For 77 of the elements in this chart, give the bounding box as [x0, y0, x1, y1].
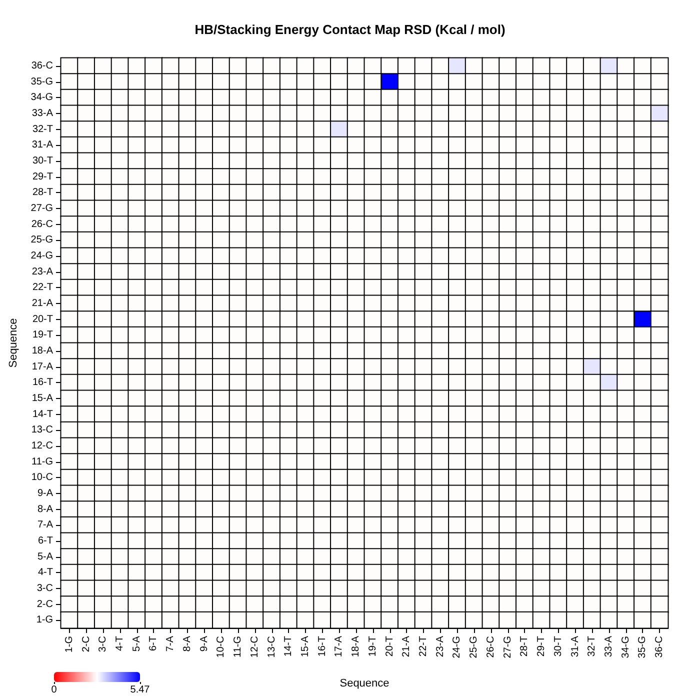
x-tick-label: 1-G [64, 636, 75, 653]
x-tick-label: 24-G [452, 636, 463, 658]
y-tick-label: 30-T [32, 155, 53, 166]
y-tick-label: 15-A [32, 392, 54, 404]
x-tick-label: 18-A [350, 636, 362, 658]
y-tick-label: 31-A [32, 140, 54, 151]
x-tick-label: 19-T [367, 636, 378, 657]
y-tick-label: 24-G [30, 250, 54, 262]
color-bar-label: 5.47 [130, 684, 150, 696]
x-tick-label: 10-C [216, 636, 227, 658]
y-tick-label: 28-T [32, 187, 53, 198]
x-tick-label: 33-A [603, 636, 614, 658]
y-tick-label: 4-T [38, 567, 53, 578]
x-tick-label: 16-T [316, 636, 328, 657]
x-tick-label: 14-T [283, 636, 294, 657]
y-tick-label: 3-C [36, 582, 53, 594]
x-tick-label: 2-C [80, 636, 92, 652]
y-tick-label: 18-A [32, 345, 54, 356]
y-tick-label: 29-T [32, 171, 53, 182]
y-tick-label: 12-C [31, 440, 53, 452]
x-tick-label: 26-C [485, 636, 496, 658]
x-tick-label: 34-G [620, 636, 632, 658]
y-tick-label: 35-G [30, 76, 54, 88]
x-tick-label: 6-T [148, 636, 160, 651]
x-tick-label: 13-C [266, 636, 278, 658]
y-tick-label: 33-A [32, 108, 54, 119]
y-tick-label: 14-T [32, 408, 53, 420]
x-tick-label: 30-T [552, 636, 564, 657]
y-tick-label: 21-A [32, 298, 54, 309]
x-tick-label: 31-A [570, 636, 581, 658]
y-axis-title: Sequence [8, 318, 20, 368]
y-tick-label: 25-G [30, 234, 54, 246]
y-tick-label: 8-A [37, 504, 54, 515]
x-tick-label: 21-A [401, 636, 412, 658]
y-tick-label: 34-G [30, 92, 54, 104]
y-tick-label: 27-G [30, 202, 54, 214]
x-tick-label: 36-C [654, 636, 666, 658]
x-tick-label: 25-G [468, 636, 480, 658]
x-tick-label: 9-A [198, 636, 210, 652]
color-bar-label: 0 [51, 684, 58, 696]
x-tick-label: 22-T [418, 636, 430, 657]
y-tick-label: 1-G [36, 614, 54, 626]
y-tick-label: 26-C [31, 218, 53, 230]
x-tick-label: 4-T [114, 636, 126, 651]
x-axis-title: Sequence [340, 678, 390, 690]
y-tick-label: 19-T [32, 330, 53, 341]
x-tick-label: 23-A [434, 636, 446, 658]
x-tick-label: 11-G [232, 636, 244, 658]
x-tick-label: 8-A [182, 636, 193, 652]
x-tick-label: 29-T [536, 636, 548, 657]
y-tick-label: 16-T [32, 377, 53, 388]
y-tick-label: 13-C [31, 424, 53, 436]
y-tick-label: 17-A [32, 361, 54, 372]
x-tick-label: 35-G [637, 636, 648, 658]
y-tick-label: 20-T [32, 314, 53, 325]
x-tick-label: 32-T [586, 636, 598, 657]
chart-title: HB/Stacking Energy Contact Map RSD (Kcal / mol) [194, 22, 506, 37]
x-tick-label: 20-T [384, 636, 396, 657]
y-tick-label: 10-C [31, 472, 53, 484]
x-tick-label: 7-A [165, 636, 176, 652]
y-tick-label: 32-T [32, 124, 53, 135]
y-tick-label: 6-T [38, 535, 53, 546]
y-tick-label: 2-C [36, 598, 53, 610]
x-tick-label: 15-A [300, 636, 311, 658]
y-tick-label: 7-A [37, 520, 54, 531]
y-tick-label: 36-C [31, 60, 53, 72]
x-tick-label: 12-C [249, 636, 260, 658]
x-tick-label: 17-A [334, 636, 345, 658]
x-tick-label: 3-C [98, 636, 109, 652]
x-tick-label: 5-A [131, 636, 142, 652]
y-tick-label: 9-A [37, 488, 54, 499]
y-tick-label: 23-A [32, 266, 54, 278]
y-tick-label: 11-G [32, 456, 54, 468]
x-tick-label: 27-G [502, 636, 514, 658]
x-tick-label: 28-T [519, 636, 530, 657]
y-tick-label: 5-A [37, 551, 54, 562]
y-tick-label: 22-T [32, 282, 53, 294]
